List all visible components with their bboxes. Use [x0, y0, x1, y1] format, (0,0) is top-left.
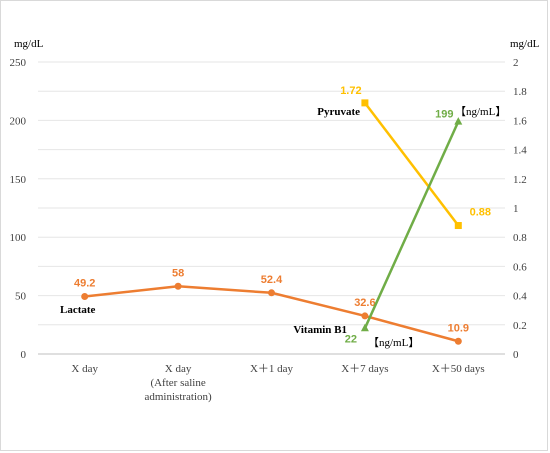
- series-lactate: 49.2 58 52.4 32.6 10.9 Lactate: [60, 267, 469, 345]
- data-label: 52.4: [261, 274, 283, 286]
- data-point: [174, 282, 182, 290]
- series-pyruvate: 1.72 0.88 Pyruvate: [317, 85, 491, 230]
- series-line: [363, 102, 460, 227]
- data-label: 199: [435, 109, 453, 121]
- data-label: 0.88: [470, 207, 491, 219]
- left-tick-label: 0: [21, 349, 27, 361]
- right-tick-label: 1.2: [513, 174, 527, 186]
- series-name-label: Lactate: [60, 304, 96, 316]
- data-label: 58: [172, 267, 184, 279]
- left-tick-label: 150: [10, 174, 27, 186]
- data-point: [454, 337, 462, 345]
- data-point: [360, 323, 369, 332]
- data-point: [268, 289, 275, 297]
- left-tick-label: 50: [15, 291, 27, 303]
- category-label: administration): [144, 391, 212, 403]
- data-label: 1.72: [340, 85, 361, 97]
- unit-note-label: 【ng/mL】: [455, 105, 506, 118]
- category-label: X＋50 days: [432, 363, 485, 375]
- left-tick-label: 250: [10, 57, 27, 69]
- data-label: 32.6: [354, 297, 375, 309]
- unit-note-label: 【ng/mL】: [368, 336, 419, 349]
- data-point: [454, 117, 463, 125]
- data-point: [361, 312, 369, 320]
- category-label: (After saline: [150, 377, 205, 389]
- right-tick-label: 0.4: [513, 291, 527, 303]
- right-tick-label: 1.8: [513, 86, 527, 98]
- right-tick-label: 1: [513, 203, 519, 215]
- series-name-label: Vitamin B1: [293, 324, 347, 336]
- category-labels: X day X day (After saline administration) X＋…: [71, 363, 484, 403]
- left-axis-unit: mg/dL: [14, 38, 44, 50]
- right-tick-label: 1.6: [513, 115, 527, 127]
- data-point: [454, 222, 462, 230]
- data-label: 10.9: [448, 322, 469, 334]
- right-tick-label: 0.2: [513, 320, 527, 332]
- data-label: 22: [345, 333, 357, 345]
- right-tick-label: 2: [513, 57, 519, 69]
- series-name-label: Pyruvate: [317, 106, 360, 118]
- gridlines: [38, 61, 505, 355]
- data-label: 49.2: [74, 278, 95, 290]
- series-line: [363, 121, 460, 329]
- category-label: X day: [71, 363, 98, 375]
- right-tick-label: 0.8: [513, 232, 527, 244]
- data-point: [361, 99, 369, 107]
- left-tick-label: 200: [10, 115, 27, 127]
- right-axis-ticks: 0 0.2 0.4 0.6 0.8 1 1.2 1.4 1.6 1.8 2: [513, 57, 527, 361]
- right-tick-label: 0.6: [513, 261, 527, 273]
- right-tick-label: 1.4: [513, 145, 527, 157]
- left-tick-label: 100: [10, 232, 27, 244]
- data-point: [81, 293, 89, 301]
- left-axis-ticks: 0 50 100 150 200 250: [10, 57, 27, 361]
- category-label: X day: [165, 363, 192, 375]
- category-label: X＋1 day: [250, 363, 294, 375]
- series-group: 49.2 58 52.4 32.6 10.9 Lactate 1.72 0.88 Pyruvat…: [60, 85, 506, 349]
- right-axis-unit: mg/dL: [510, 38, 540, 50]
- right-tick-label: 0: [513, 349, 519, 361]
- category-label: X＋7 days: [341, 363, 388, 375]
